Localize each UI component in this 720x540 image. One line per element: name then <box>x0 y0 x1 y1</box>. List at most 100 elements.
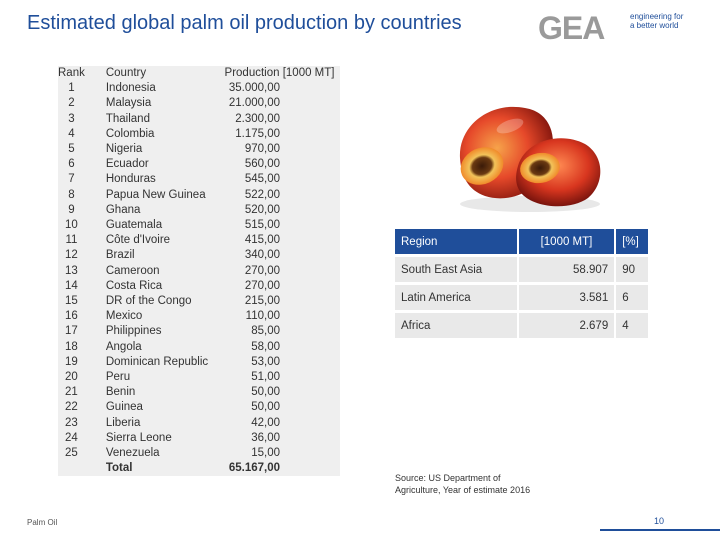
country-cell: Nigeria <box>105 143 143 156</box>
production-cell: 85,00 <box>251 325 280 338</box>
production-cell: 1.175,00 <box>235 127 280 140</box>
header-region: Region <box>395 229 519 254</box>
region-table-body: Region [1000 MT] [%] South East Asia 58.9… <box>395 229 648 338</box>
country-cell: Peru <box>105 371 131 384</box>
gea-tagline-line2: a better world <box>630 21 679 30</box>
production-cell: 50,00 <box>251 401 280 414</box>
region-row: Africa 2.679 4 <box>395 313 648 338</box>
production-row: 25 Venezuela 15,00 <box>58 446 340 461</box>
rank-cell: 10 <box>65 219 78 232</box>
region-table: Region [1000 MT] [%] South East Asia 58.9… <box>395 226 648 341</box>
rank-cell: 3 <box>68 112 75 125</box>
production-cell: 42,00 <box>251 416 280 429</box>
country-cell: Thailand <box>105 112 150 125</box>
slide-title: Estimated global palm oil production by … <box>27 12 462 34</box>
gea-logo-mark: GEA <box>538 12 606 42</box>
footer-label: Palm Oil <box>27 518 58 527</box>
production-cell: 58,00 <box>251 340 280 353</box>
rank-cell: 8 <box>68 188 75 201</box>
production-row: 2 Malaysia 21.000,00 <box>58 96 340 111</box>
production-cell: 340,00 <box>244 249 280 262</box>
country-cell: Honduras <box>105 173 156 186</box>
rank-cell: 19 <box>65 355 78 368</box>
region-value-cell: 2.679 <box>518 313 617 338</box>
region-row: Latin America 3.581 6 <box>395 285 648 310</box>
region-table-header: Region [1000 MT] [%] <box>395 229 648 254</box>
region-value-cell: 58.907 <box>518 257 617 282</box>
region-cell: South East Asia <box>395 257 519 282</box>
page-number: 10 <box>654 516 665 526</box>
production-row: 16 Mexico 110,00 <box>58 309 340 324</box>
country-cell: Philippines <box>105 325 162 338</box>
country-cell: Malaysia <box>105 97 152 110</box>
production-cell: 50,00 <box>251 386 280 399</box>
rank-cell: 7 <box>68 173 75 186</box>
production-row: 12 Brazil 340,00 <box>58 248 340 263</box>
production-row: 14 Costa Rica 270,00 <box>58 279 340 294</box>
country-cell: Ghana <box>105 203 141 216</box>
production-row: 11 Côte d'Ivoire 415,00 <box>58 233 340 248</box>
production-row: 7 Honduras 545,00 <box>58 172 340 187</box>
header-production: Production [1000 MT] <box>224 67 335 79</box>
header-country: Country <box>105 67 147 79</box>
production-cell: 515,00 <box>244 219 280 232</box>
region-cell: Africa <box>395 313 519 338</box>
rank-cell: 4 <box>68 127 75 140</box>
source-line1: Source: US Department of <box>395 473 501 483</box>
rank-cell: 15 <box>65 295 78 308</box>
country-cell: Guatemala <box>105 219 163 232</box>
rank-cell: 16 <box>65 310 78 323</box>
country-cell: Côte d'Ivoire <box>105 234 171 247</box>
production-cell: 270,00 <box>244 279 280 292</box>
production-row: 23 Liberia 42,00 <box>58 416 340 431</box>
production-cell: 36,00 <box>251 431 280 444</box>
gea-logo-letters: GEA <box>538 12 605 42</box>
production-table-body: 1 Indonesia 35.000,00 2 Malaysia 21.000,00 3 Th… <box>58 81 340 476</box>
header-rank: Rank <box>58 67 85 79</box>
production-cell: 51,00 <box>251 371 280 384</box>
gea-logo: GEA engineering for a better world <box>538 8 708 48</box>
production-row: 6 Ecuador 560,00 <box>58 157 340 172</box>
production-row: 17 Philippines 85,00 <box>58 324 340 339</box>
gea-tagline: engineering for a better world <box>630 12 683 30</box>
region-percent-cell: 6 <box>616 285 648 310</box>
footer-accent-line <box>600 529 720 531</box>
rank-cell: 17 <box>65 325 78 338</box>
total-label: Total <box>105 462 133 475</box>
production-row: 15 DR of the Congo 215,00 <box>58 294 340 309</box>
rank-cell: 20 <box>65 371 78 384</box>
region-cell: Latin America <box>395 285 519 310</box>
country-cell: Indonesia <box>105 82 156 95</box>
region-row: South East Asia 58.907 90 <box>395 257 648 282</box>
production-cell: 215,00 <box>244 295 280 308</box>
production-table-header: Rank Country Production [1000 MT] <box>58 66 340 81</box>
country-cell: DR of the Congo <box>105 295 192 308</box>
country-cell: Costa Rica <box>105 279 163 292</box>
production-cell: 35.000,00 <box>228 82 280 95</box>
production-total-row: Total 65.167,00 <box>58 461 340 476</box>
country-cell: Papua New Guinea <box>105 188 206 201</box>
country-cell: Dominican Republic <box>105 355 209 368</box>
production-cell: 522,00 <box>244 188 280 201</box>
production-cell: 53,00 <box>251 355 280 368</box>
rank-cell: 22 <box>65 401 78 414</box>
production-row: 5 Nigeria 970,00 <box>58 142 340 157</box>
production-row: 4 Colombia 1.175,00 <box>58 127 340 142</box>
country-cell: Venezuela <box>105 447 160 460</box>
production-cell: 970,00 <box>244 143 280 156</box>
rank-cell: 23 <box>65 416 78 429</box>
rank-cell: 21 <box>65 386 78 399</box>
rank-cell: 2 <box>68 97 75 110</box>
production-row: 8 Papua New Guinea 522,00 <box>58 188 340 203</box>
country-cell: Benin <box>105 386 136 399</box>
production-row: 10 Guatemala 515,00 <box>58 218 340 233</box>
production-cell: 520,00 <box>244 203 280 216</box>
country-cell: Guinea <box>105 401 143 414</box>
rank-cell: 6 <box>68 158 75 171</box>
region-percent-cell: 90 <box>616 257 648 282</box>
country-cell: Ecuador <box>105 158 149 171</box>
country-cell: Sierra Leone <box>105 431 172 444</box>
production-row: 18 Angola 58,00 <box>58 340 340 355</box>
rank-cell: 24 <box>65 431 78 444</box>
region-value-cell: 3.581 <box>518 285 617 310</box>
